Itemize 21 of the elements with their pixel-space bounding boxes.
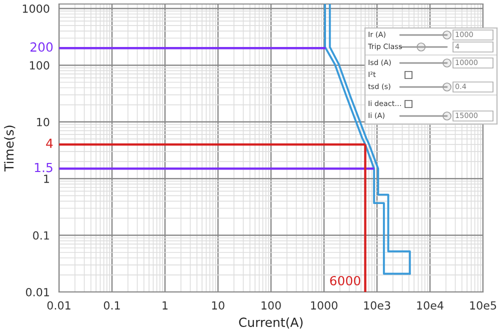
y-tick-label: 100 bbox=[30, 61, 50, 70]
y-tick-label: 10 bbox=[37, 118, 50, 126]
x-axis-title: Current(A) bbox=[239, 317, 303, 328]
ref-line-label: 1.5 bbox=[34, 162, 52, 172]
x-tick-label: 0.1 bbox=[104, 301, 120, 310]
x-tick-label: 100 bbox=[262, 301, 281, 310]
y-tick-label: 1 bbox=[44, 174, 49, 183]
ref-line-label: 4 bbox=[46, 138, 53, 148]
x-tick-label: 0.01 bbox=[47, 301, 70, 310]
x-tick-label: 10 bbox=[212, 301, 224, 310]
x-tick-label: 10e3 bbox=[364, 301, 390, 310]
x-tick-label: 10e5 bbox=[470, 301, 496, 310]
y-tick-label: 0.01 bbox=[26, 288, 49, 296]
y-tick-label: 0.1 bbox=[33, 231, 49, 240]
ref-line-label: 200 bbox=[30, 42, 53, 52]
x-tick-label: 1000 bbox=[311, 301, 338, 310]
ref-line-label: 6000 bbox=[330, 276, 360, 286]
y-axis-title: Time(s) bbox=[4, 126, 16, 172]
y-tick-label: 1000 bbox=[22, 4, 50, 13]
x-tick-label: 10e4 bbox=[417, 301, 444, 310]
x-tick-label: 1 bbox=[162, 301, 168, 310]
